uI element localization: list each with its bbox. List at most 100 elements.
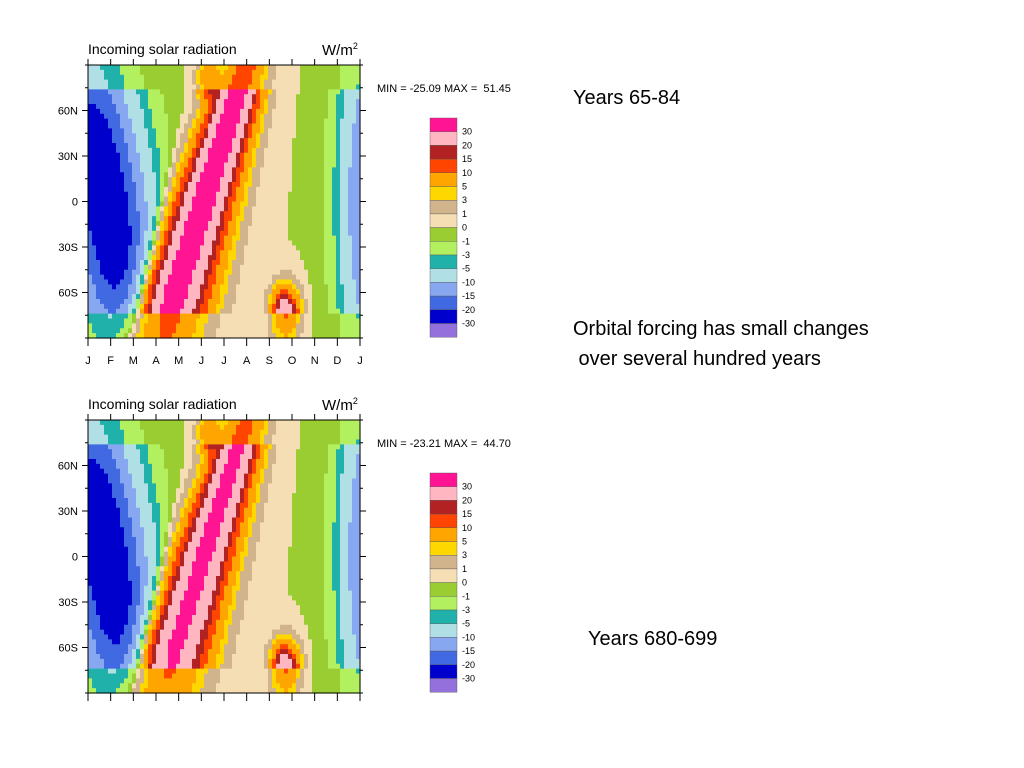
- contour-cell: [204, 74, 209, 81]
- contour-cell: [108, 522, 113, 528]
- contour-cell: [232, 172, 237, 178]
- contour-cell: [88, 303, 93, 310]
- contour-cell: [88, 294, 93, 300]
- contour-cell: [168, 303, 173, 310]
- contour-cell: [276, 186, 281, 193]
- contour-cell: [328, 201, 333, 207]
- contour-cell: [304, 225, 309, 232]
- contour-cell: [156, 323, 161, 329]
- contour-cell: [156, 138, 161, 144]
- contour-cell: [348, 289, 353, 295]
- contour-cell: [188, 108, 193, 115]
- contour-cell: [124, 264, 129, 271]
- contour-cell: [144, 123, 149, 129]
- contour-cell: [272, 235, 277, 242]
- contour-cell: [128, 89, 133, 95]
- contour-cell: [92, 230, 97, 237]
- contour-cell: [348, 328, 353, 334]
- contour-cell: [284, 264, 289, 271]
- contour-cell: [128, 507, 133, 514]
- contour-cell: [212, 269, 217, 276]
- contour-cell: [132, 113, 137, 120]
- contour-cell: [188, 84, 193, 90]
- contour-cell: [188, 177, 193, 183]
- contour-cell: [264, 211, 269, 217]
- contour-cell: [168, 328, 173, 334]
- contour-cell: [124, 512, 129, 519]
- contour-cell: [212, 143, 217, 149]
- contour-cell: [136, 683, 141, 689]
- contour-cell: [352, 118, 357, 125]
- contour-cell: [348, 162, 353, 168]
- contour-cell: [356, 294, 361, 300]
- contour-cell: [320, 333, 325, 339]
- contour-cell: [296, 196, 301, 203]
- contour-cell: [160, 585, 165, 592]
- contour-cell: [164, 299, 169, 305]
- contour-cell: [156, 74, 161, 81]
- contour-cell: [92, 84, 97, 90]
- contour-cell: [328, 99, 333, 105]
- contour-cell: [280, 128, 285, 134]
- contour-cell: [300, 201, 305, 207]
- contour-cell: [272, 182, 277, 188]
- contour-cell: [244, 294, 249, 300]
- contour-cell: [112, 94, 117, 100]
- contour-cell: [124, 488, 129, 494]
- contour-cell: [192, 152, 197, 159]
- contour-cell: [92, 269, 97, 276]
- contour-cell: [144, 580, 149, 587]
- contour-cell: [220, 313, 225, 320]
- contour-cell: [256, 172, 261, 178]
- contour-cell: [152, 240, 157, 246]
- contour-cell: [312, 84, 317, 90]
- contour-cell: [328, 182, 333, 188]
- contour-cell: [208, 172, 213, 178]
- contour-cell: [88, 424, 93, 431]
- contour-cell: [240, 328, 245, 334]
- contour-cell: [356, 138, 361, 144]
- contour-cell: [280, 133, 285, 139]
- contour-cell: [312, 333, 317, 339]
- contour-cell: [184, 245, 189, 251]
- contour-cell: [88, 143, 93, 149]
- contour-cell: [128, 605, 133, 611]
- contour-cell: [100, 294, 105, 300]
- contour-cell: [172, 318, 177, 324]
- contour-cell: [208, 94, 213, 100]
- contour-cell: [160, 172, 165, 178]
- contour-cell: [264, 216, 269, 222]
- contour-cell: [128, 517, 133, 523]
- contour-cell: [208, 264, 213, 271]
- contour-cell: [344, 182, 349, 188]
- contour-cell: [204, 206, 209, 212]
- contour-cell: [196, 172, 201, 178]
- contour-cell: [196, 138, 201, 144]
- contour-cell: [108, 566, 113, 572]
- contour-cell: [256, 94, 261, 100]
- contour-cell: [304, 260, 309, 266]
- contour-cell: [152, 182, 157, 188]
- contour-cell: [156, 225, 161, 232]
- contour-cell: [108, 99, 113, 105]
- contour-cell: [100, 498, 105, 504]
- contour-cell: [272, 186, 277, 193]
- contour-cell: [280, 74, 285, 81]
- contour-cell: [92, 221, 97, 227]
- contour-cell: [300, 206, 305, 212]
- contour-cell: [316, 279, 321, 285]
- contour-cell: [148, 468, 153, 475]
- contour-cell: [292, 128, 297, 134]
- contour-cell: [260, 240, 265, 246]
- contour-cell: [264, 79, 269, 86]
- contour-cell: [156, 328, 161, 334]
- contour-cell: [112, 240, 117, 246]
- contour-cell: [112, 211, 117, 217]
- contour-cell: [120, 527, 125, 533]
- contour-cell: [168, 113, 173, 120]
- contour-cell: [172, 65, 177, 71]
- contour-cell: [120, 162, 125, 168]
- contour-cell: [356, 143, 361, 149]
- contour-cell: [148, 303, 153, 310]
- contour-cell: [156, 284, 161, 290]
